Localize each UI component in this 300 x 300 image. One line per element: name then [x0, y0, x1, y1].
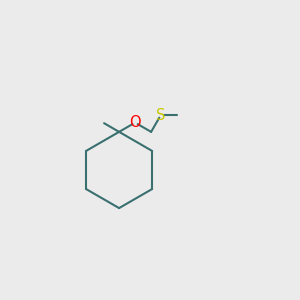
Text: O: O	[129, 115, 141, 130]
Text: S: S	[156, 108, 166, 123]
